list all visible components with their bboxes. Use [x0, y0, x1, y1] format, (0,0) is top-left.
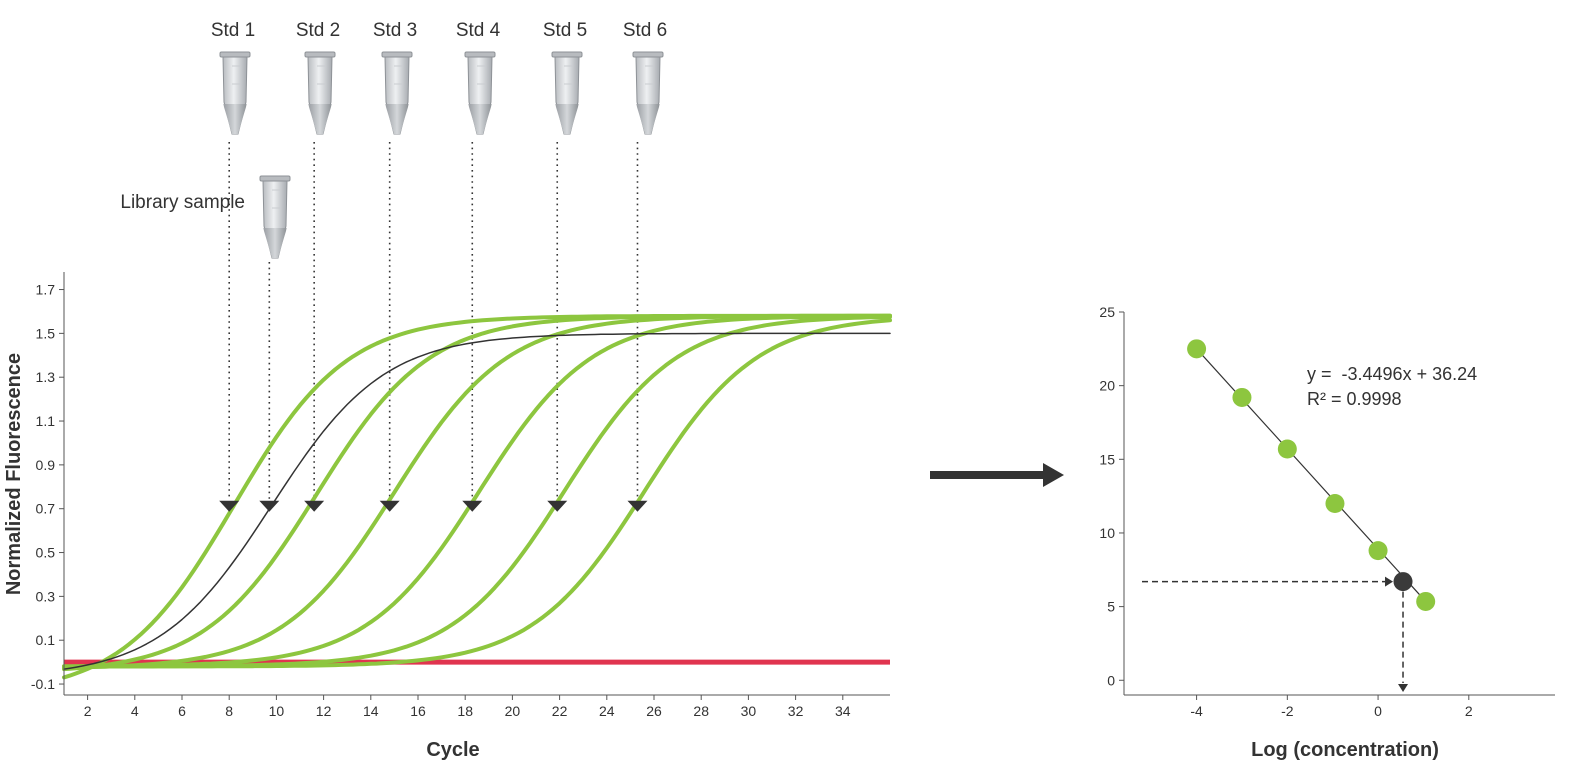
arrow-right-icon — [1385, 576, 1394, 587]
x-tick-label: 18 — [457, 703, 473, 719]
tube-icon — [219, 51, 251, 135]
x-tick-label: 20 — [505, 703, 521, 719]
ct-marker — [379, 500, 400, 512]
amplification-ticks: 2 4 6 8 10 12 14 16 18 20 22 24 26 28 30 32 34-0.10.10.3… — [31, 282, 851, 719]
amplification-curves — [62, 313, 892, 680]
standard-point — [1187, 339, 1207, 359]
y-tick-label: 0 — [1107, 672, 1115, 688]
x-tick-label: -4 — [1190, 703, 1203, 719]
ct-marker — [219, 500, 240, 512]
ct-marker — [627, 500, 648, 512]
standard-point — [1277, 439, 1297, 459]
standard-point — [1368, 541, 1388, 561]
ct-markers — [219, 500, 648, 512]
x-tick-label: 28 — [693, 703, 709, 719]
tube-label-std-4: Std 4 — [456, 20, 501, 41]
regression-line — [1196, 348, 1427, 602]
tube-icon — [464, 51, 496, 135]
y-tick-label: 0.3 — [36, 588, 56, 604]
tube-icon — [381, 51, 413, 135]
ct-marker — [304, 500, 325, 512]
y-tick-label: 15 — [1099, 451, 1115, 467]
ct-marker — [462, 500, 483, 512]
x-tick-label: 34 — [835, 703, 851, 719]
tube-labels: Std 1 Std 2 Std 3 Std 4 Std 5 Std 6 Libr… — [120, 20, 667, 213]
y-tick-label: 0.5 — [36, 545, 56, 561]
tube-label-library-sample: Library sample — [120, 192, 245, 213]
right-arrow-icon — [930, 463, 1064, 487]
tube-icon — [304, 51, 336, 135]
x-tick-label: 0 — [1374, 703, 1382, 719]
amplification-x-axis-title: Cycle — [426, 739, 479, 761]
y-tick-label: 10 — [1099, 525, 1115, 541]
x-tick-label: 6 — [178, 703, 186, 719]
x-tick-label: 12 — [316, 703, 332, 719]
x-tick-label: 2 — [1465, 703, 1473, 719]
x-tick-label: 14 — [363, 703, 379, 719]
arrow-down-icon — [1398, 684, 1409, 692]
y-tick-label: 1.3 — [36, 369, 56, 385]
tube-icon — [632, 51, 664, 135]
tube-icon — [551, 51, 583, 135]
r-squared: R² = 0.9998 — [1307, 389, 1402, 409]
y-tick-label: 25 — [1099, 304, 1115, 320]
x-tick-label: 32 — [788, 703, 804, 719]
ct-marker — [547, 500, 568, 512]
x-tick-label: 10 — [269, 703, 285, 719]
x-tick-label: 22 — [552, 703, 568, 719]
standard-point — [1416, 591, 1436, 611]
tube-label-std-5: Std 5 — [543, 20, 587, 41]
x-tick-label: 8 — [225, 703, 233, 719]
y-tick-label: 1.5 — [36, 325, 56, 341]
tube-label-std-6: Std 6 — [623, 20, 667, 41]
guide-lines — [228, 142, 639, 499]
y-tick-label: 0.1 — [36, 632, 56, 648]
tube-label-std-2: Std 2 — [296, 20, 340, 41]
y-tick-label: 0.7 — [36, 501, 56, 517]
x-tick-label: -2 — [1281, 703, 1294, 719]
tube-label-std-1: Std 1 — [211, 20, 255, 41]
y-tick-label: -0.1 — [31, 676, 55, 692]
x-tick-label: 4 — [131, 703, 139, 719]
y-tick-label: 1.1 — [36, 413, 56, 429]
amplification-plot: 2 4 6 8 10 12 14 16 18 20 22 24 26 28 30 32 34-0.10.10.3… — [3, 272, 892, 761]
standard-point — [1232, 387, 1252, 407]
x-tick-label: 2 — [84, 703, 92, 719]
y-tick-label: 1.7 — [36, 282, 56, 298]
ct-marker — [259, 500, 280, 512]
standard-curve — [62, 313, 892, 670]
sample-point — [1393, 572, 1413, 592]
regression-equation: y = -3.4496x + 36.24 — [1307, 364, 1477, 384]
x-tick-label: 16 — [410, 703, 426, 719]
standard-curve-marks — [1142, 339, 1436, 692]
amplification-y-axis-title: Normalized Fluorescence — [3, 353, 25, 595]
y-tick-label: 20 — [1099, 378, 1115, 394]
tube-icon — [259, 175, 291, 259]
x-tick-label: 26 — [646, 703, 662, 719]
y-tick-label: 5 — [1107, 599, 1115, 615]
tube-label-std-3: Std 3 — [373, 20, 417, 41]
standard-curve-x-axis-title: Log (concentration) — [1251, 739, 1439, 761]
standard-point — [1325, 494, 1345, 513]
library-curve — [63, 332, 891, 670]
standard-curve — [62, 318, 892, 669]
x-tick-label: 30 — [741, 703, 757, 719]
y-tick-label: 0.9 — [36, 457, 56, 473]
x-tick-label: 24 — [599, 703, 615, 719]
tube-icons — [219, 51, 664, 259]
